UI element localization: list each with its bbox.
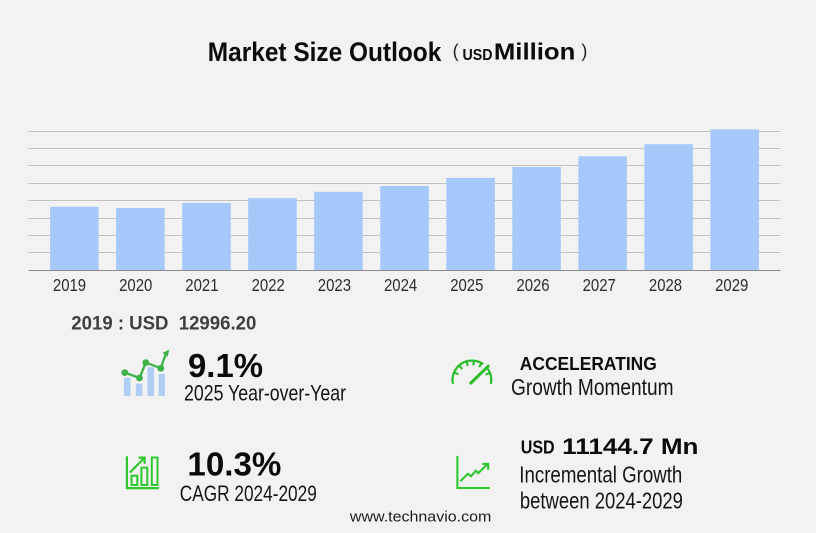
svg-text:2020: 2020: [119, 275, 152, 295]
svg-text:2024: 2024: [384, 275, 418, 295]
svg-text:2027: 2027: [583, 275, 616, 295]
svg-text:USD: USD: [521, 437, 555, 458]
svg-text:2028: 2028: [649, 275, 682, 295]
svg-text:2025: 2025: [450, 275, 483, 295]
svg-text:2023: 2023: [318, 275, 351, 295]
svg-text:10.3%: 10.3%: [187, 447, 281, 484]
svg-text:www.technavio.com: www.technavio.com: [349, 509, 492, 526]
svg-text:): ): [581, 41, 587, 61]
svg-text:2019 : USD 12996.20: 2019 : USD 12996.20: [71, 313, 256, 335]
svg-text:Market Size Outlook: Market Size Outlook: [208, 37, 442, 67]
svg-text:9.1%: 9.1%: [188, 348, 263, 385]
svg-text:2019: 2019: [53, 275, 86, 295]
svg-text:Million: Million: [494, 39, 575, 65]
svg-text:ACCELERATING: ACCELERATING: [520, 353, 657, 374]
svg-text:2026: 2026: [516, 275, 549, 295]
svg-text:2025 Year-over-Year: 2025 Year-over-Year: [184, 381, 346, 406]
svg-text:11144.7 Mn: 11144.7 Mn: [562, 434, 698, 459]
svg-text:Incremental Growth: Incremental Growth: [519, 462, 682, 488]
svg-text:(: (: [453, 41, 459, 61]
svg-text:Growth Momentum: Growth Momentum: [511, 374, 674, 400]
svg-text:2022: 2022: [252, 275, 285, 295]
svg-text:USD: USD: [463, 47, 493, 64]
svg-text:2021: 2021: [185, 275, 218, 295]
svg-text:CAGR 2024-2029: CAGR 2024-2029: [180, 481, 317, 506]
svg-text:2029: 2029: [715, 275, 748, 295]
svg-text:between 2024-2029: between 2024-2029: [520, 487, 683, 513]
